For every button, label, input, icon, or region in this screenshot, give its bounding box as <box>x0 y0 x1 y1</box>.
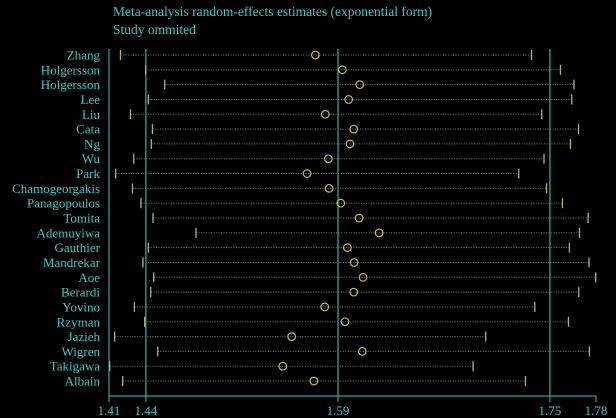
estimate-marker <box>336 198 346 208</box>
x-tick-label: 1.41 <box>98 403 121 418</box>
estimate-marker <box>344 95 354 104</box>
estimate-marker <box>358 272 368 282</box>
study-label: Panagopoulos <box>27 196 100 211</box>
estimate-marker <box>320 109 330 119</box>
estimate-marker <box>349 124 359 134</box>
estimate-marker <box>310 50 320 60</box>
study-label: Yovino <box>62 299 100 314</box>
study-label: Takigawa <box>50 359 101 374</box>
study-label: Rzyman <box>57 314 101 329</box>
chart-title: Meta-analysis random-effects estimates (… <box>113 4 432 19</box>
study-label: Gauthier <box>55 240 101 255</box>
study-label: Holgersson <box>41 77 101 92</box>
study-label: Chamogeorgakis <box>12 181 100 196</box>
estimate-marker <box>324 183 334 193</box>
estimate-marker <box>354 213 364 223</box>
study-label: Liu <box>82 107 101 122</box>
estimate-marker <box>337 65 347 75</box>
study-label: Tomita <box>63 211 100 226</box>
study-label: Aoe <box>78 270 100 285</box>
study-label: Ng <box>84 136 100 151</box>
chart-subtitle: Study ommited <box>113 22 196 37</box>
study-label: Holgersson <box>41 62 101 77</box>
x-tick-label: 1.59 <box>327 403 350 418</box>
estimate-marker <box>349 258 359 267</box>
estimate-marker <box>324 154 333 164</box>
study-label: Wigren <box>62 344 101 359</box>
estimate-marker <box>287 332 297 341</box>
x-tick-label: 1.78 <box>585 403 608 418</box>
estimate-marker <box>302 169 312 178</box>
study-label: Albain <box>65 374 101 389</box>
study-label: Park <box>76 166 100 181</box>
study-label: Lee <box>81 92 101 107</box>
estimate-marker <box>278 361 288 371</box>
study-label: Mandrekar <box>43 255 101 270</box>
estimate-marker <box>342 243 352 253</box>
study-label: Jazieh <box>68 329 101 344</box>
estimate-marker <box>357 347 367 356</box>
study-label: Berardi <box>61 285 100 300</box>
study-label: Cata <box>76 122 100 137</box>
study-label: Ademuyiwa <box>36 225 100 240</box>
x-tick-label: 1.44 <box>134 403 157 418</box>
estimate-marker <box>355 80 365 90</box>
study-label: Zhang <box>67 48 101 63</box>
x-tick-label: 1.75 <box>539 403 562 418</box>
estimate-marker <box>340 317 350 327</box>
estimate-marker <box>345 139 355 149</box>
estimate-marker <box>349 287 359 297</box>
estimate-marker <box>374 228 384 238</box>
estimate-marker <box>309 376 319 386</box>
estimate-marker <box>320 302 330 312</box>
study-label: Wu <box>82 151 101 166</box>
